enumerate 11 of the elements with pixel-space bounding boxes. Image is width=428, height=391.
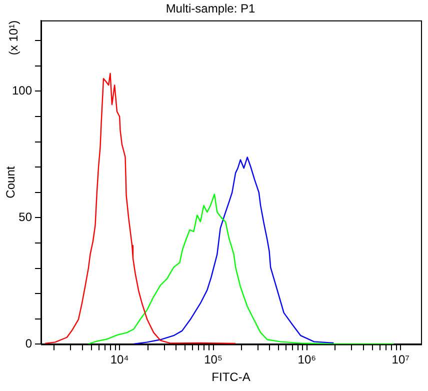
text: (x 10¹)	[6, 20, 20, 56]
y-axis-title: Count	[4, 166, 18, 198]
x-tick-label: 10⁵	[204, 352, 222, 367]
y-tick-label: 50	[18, 210, 32, 224]
x-tick-label: 10⁶	[298, 352, 316, 367]
x-tick-label: 10⁴	[110, 352, 129, 367]
chart-title: Multi-sample: P1	[166, 2, 256, 16]
x-axis-title: FITC-A	[212, 370, 250, 384]
x-tick-label: 10⁷	[392, 352, 410, 367]
y-tick-label: 100	[12, 84, 32, 98]
y-tick-label: 0	[25, 336, 32, 351]
